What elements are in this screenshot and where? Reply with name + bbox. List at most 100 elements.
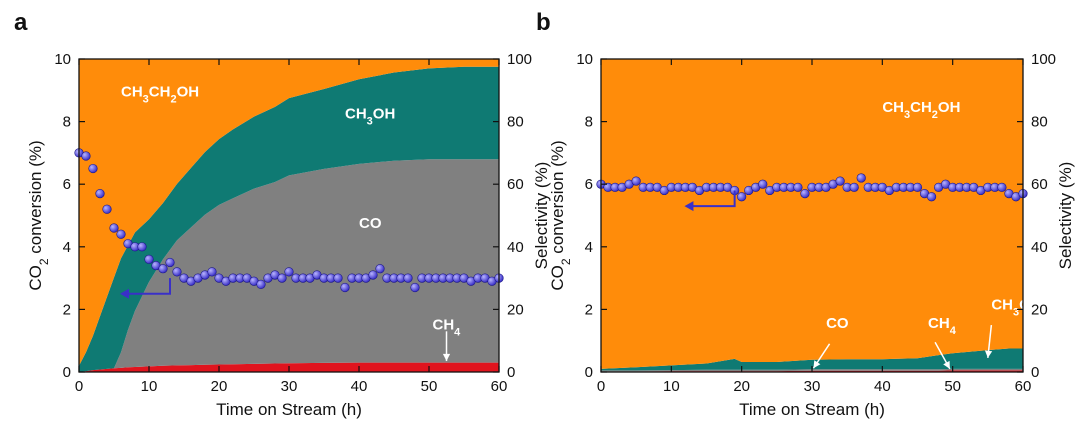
pointer-arrowhead <box>984 350 993 358</box>
y-right-tick-label: 0 <box>1031 364 1039 381</box>
region-label: CH3OH <box>991 296 1041 318</box>
co2-point <box>793 182 803 192</box>
co2-point <box>109 223 119 233</box>
co2-point <box>849 182 859 192</box>
y-left-axis-title: CO2 conversion (%) <box>26 140 51 290</box>
y-left-tick-label: 10 <box>576 51 593 68</box>
co2-point <box>88 163 98 174</box>
co2-point <box>997 182 1007 192</box>
co2-point <box>912 182 923 192</box>
co2-point <box>340 282 350 293</box>
x-axis-title: Time on Stream (h) <box>739 400 885 419</box>
x-tick-label: 30 <box>804 378 821 395</box>
y-left-tick-label: 6 <box>63 176 71 193</box>
x-tick-label: 30 <box>281 378 298 395</box>
x-axis-title: Time on Stream (h) <box>216 400 362 419</box>
plot-area <box>601 59 1023 372</box>
y-left-tick-label: 8 <box>63 114 71 131</box>
plot-area <box>79 59 499 372</box>
co2-conversion-series <box>74 148 504 293</box>
area-ch3ch2oh <box>79 59 499 366</box>
y-right-tick-label: 20 <box>1031 301 1048 318</box>
y-right-axis-title: Selectivity (%) <box>1056 162 1075 270</box>
axis-indicator-arrow <box>692 190 736 208</box>
y-left-tick-label: 6 <box>585 176 593 193</box>
axis-indicator-arrow <box>128 278 171 295</box>
y-left-tick-label: 0 <box>585 364 593 381</box>
co2-point <box>856 173 866 183</box>
co2-point <box>165 257 175 268</box>
co2-point <box>333 273 343 283</box>
x-tick-label: 50 <box>421 378 438 395</box>
x-tick-label: 10 <box>141 378 158 395</box>
co2-point <box>737 192 747 202</box>
co2-point <box>375 264 385 274</box>
region-label: CH3CH2OH <box>882 99 960 121</box>
co2-point <box>631 176 641 186</box>
co2-point <box>116 229 126 239</box>
co2-point <box>277 273 287 283</box>
y-right-axis-title: Selectivity (%) <box>532 162 551 270</box>
co2-point <box>926 192 937 202</box>
area-ch3ch2oh <box>601 59 1023 369</box>
axis-indicator-arrowhead <box>684 201 694 212</box>
y-right-tick-label: 80 <box>507 114 524 131</box>
y-right-tick-label: 60 <box>1031 176 1048 193</box>
co2-point <box>81 151 91 161</box>
region-label: CH4 <box>433 317 462 339</box>
region-label: CH4 <box>928 315 957 337</box>
co2-point <box>158 264 168 274</box>
y-left-tick-label: 8 <box>585 114 593 131</box>
co2-point <box>410 282 420 293</box>
x-tick-label: 60 <box>491 378 508 395</box>
panel-letter: a <box>14 9 28 36</box>
x-tick-label: 40 <box>874 378 891 395</box>
panel-letter: b <box>536 9 551 36</box>
co2-point <box>284 267 294 277</box>
co2-point <box>172 267 182 277</box>
y-left-tick-label: 2 <box>585 301 593 318</box>
area-ch3oh <box>601 348 1023 371</box>
co2-point <box>207 267 217 277</box>
co2-point <box>102 204 112 214</box>
region-label: CH3OH <box>345 105 395 127</box>
co2-point <box>835 176 845 186</box>
y-right-tick-label: 80 <box>1031 114 1048 131</box>
region-label: CO <box>826 315 849 332</box>
pointer-arrowhead <box>813 360 821 369</box>
co2-point <box>95 188 105 199</box>
co2-point <box>256 279 266 289</box>
x-tick-label: 40 <box>351 378 368 395</box>
pointer-arrowhead <box>943 360 950 369</box>
y-left-tick-label: 0 <box>63 364 71 381</box>
y-left-tick-label: 2 <box>63 301 71 318</box>
y-right-tick-label: 40 <box>507 239 524 256</box>
co2-conversion-series <box>596 173 1028 202</box>
y-left-axis-title: CO2 conversion (%) <box>548 140 573 290</box>
y-right-tick-label: 100 <box>1031 51 1056 68</box>
area-ch3oh <box>79 66 499 372</box>
y-right-tick-label: 40 <box>1031 239 1048 256</box>
x-tick-label: 0 <box>597 378 605 395</box>
y-left-tick-label: 4 <box>585 239 593 256</box>
co2-point <box>403 273 413 283</box>
y-left-tick-label: 10 <box>54 51 71 68</box>
co2-point <box>368 270 378 280</box>
co2-point <box>137 242 147 252</box>
co2-point <box>758 179 768 189</box>
y-right-tick-label: 0 <box>507 364 515 381</box>
region-label: CO <box>359 215 382 232</box>
co2-point <box>144 254 154 264</box>
x-tick-label: 60 <box>1015 378 1032 395</box>
y-right-tick-label: 100 <box>507 51 532 68</box>
axis-indicator-arrowhead <box>120 288 129 299</box>
region-label: CH3CH2OH <box>121 84 199 106</box>
x-tick-label: 10 <box>663 378 680 395</box>
x-tick-label: 50 <box>944 378 961 395</box>
x-tick-label: 20 <box>211 378 228 395</box>
pointer-arrowhead <box>442 353 451 362</box>
y-right-tick-label: 20 <box>507 301 524 318</box>
